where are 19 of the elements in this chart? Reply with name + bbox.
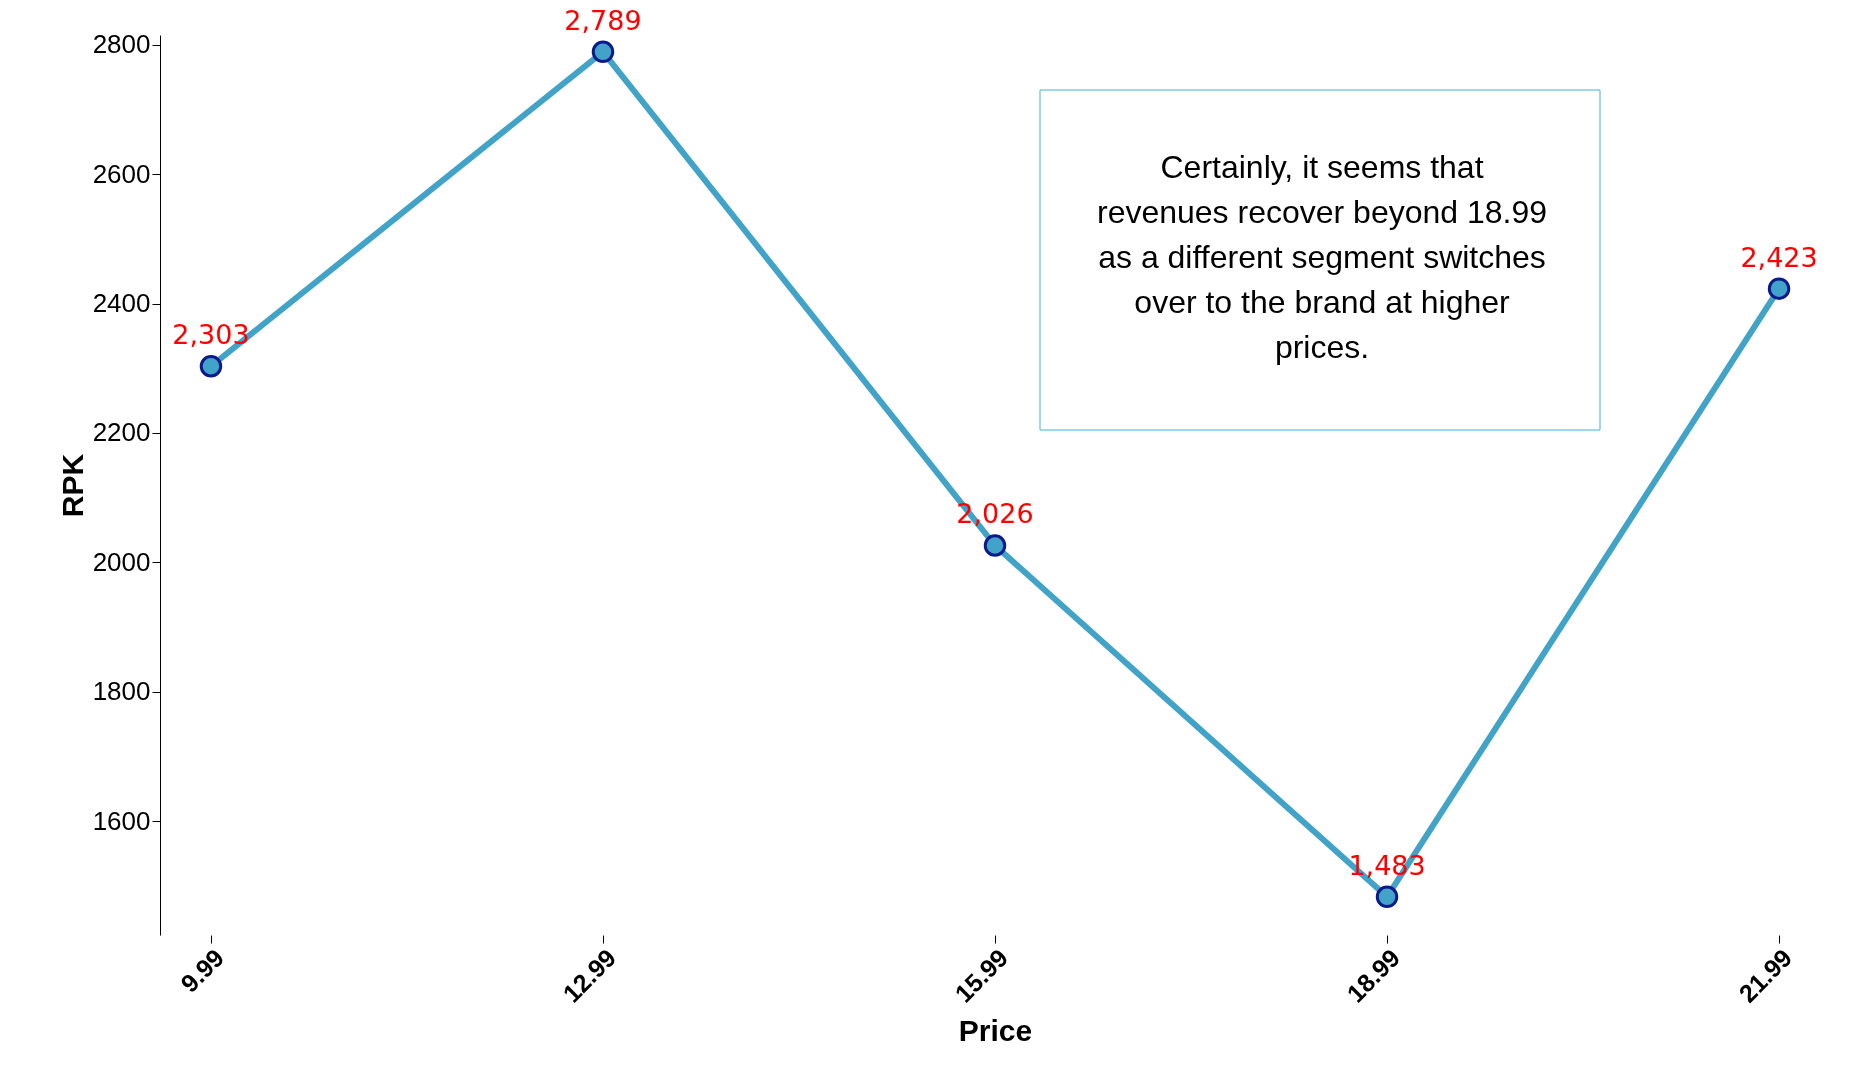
y-tick-label: 2800 (92, 29, 151, 60)
y-tick-label: 2200 (92, 417, 151, 448)
annotation: Certainly, it seems that revenues recover beyond 18.99 as a different segment switches over to the brand at higher prices. (1096, 149, 1548, 365)
text: 2,423 (1740, 241, 1818, 273)
point (1375, 885, 1399, 909)
y-tick-label: 1800 (92, 676, 151, 707)
point (591, 40, 615, 64)
y-axis-title: RPK (55, 453, 89, 518)
y-tick-label: 1600 (92, 805, 151, 836)
point (983, 534, 1007, 557)
text: 2,789 (564, 4, 642, 36)
x-axis-title: Price (958, 1014, 1033, 1048)
y-tick-label: 2000 (92, 546, 151, 577)
point (199, 355, 223, 378)
y-tick-label: 2400 (92, 288, 151, 319)
text: 2,303 (172, 319, 250, 351)
x-tick-label: 9.99 (174, 943, 230, 998)
y-tick-label: 2600 (92, 158, 151, 189)
point (1767, 277, 1791, 300)
